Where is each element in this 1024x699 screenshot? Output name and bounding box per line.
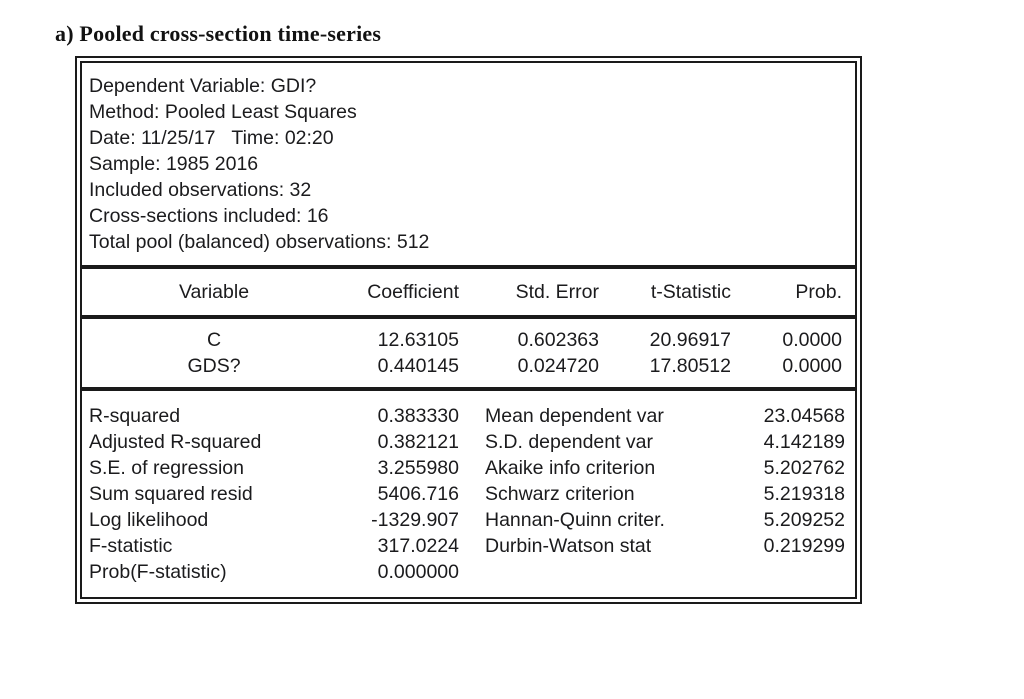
stat-label: Hannan-Quinn criter. <box>485 509 665 531</box>
date-time-line: Date: 11/25/17 Time: 02:20 <box>89 127 334 149</box>
column-header-prob: Prob. <box>795 281 842 303</box>
regression-output-frame: Dependent Variable: GDI? Method: Pooled … <box>75 56 862 604</box>
stat-label: Schwarz criterion <box>485 483 635 505</box>
coef-prob: 0.0000 <box>782 355 842 377</box>
total-pool-observations-line: Total pool (balanced) observations: 512 <box>89 231 430 253</box>
stat-value: 0.219299 <box>763 535 845 557</box>
stat-value: 4.142189 <box>763 431 845 453</box>
column-gap <box>459 533 485 559</box>
coef-coefficient: 12.63105 <box>377 329 459 351</box>
stat-value: 0.383330 <box>377 405 459 427</box>
stat-label: Log likelihood <box>89 509 209 531</box>
coef-t-statistic: 20.96917 <box>649 329 731 351</box>
stat-value: 5406.716 <box>377 483 459 505</box>
column-gap <box>459 455 485 481</box>
document-page: a) Pooled cross-section time-series Depe… <box>55 21 862 604</box>
table-row: R-squared 0.383330 Mean dependent var 23… <box>89 403 845 429</box>
stat-value: 5.202762 <box>763 457 845 479</box>
table-row: F-statistic 317.0224 Durbin-Watson stat … <box>89 533 845 559</box>
stat-label: R-squared <box>89 405 181 427</box>
table-row: GDS? 0.440145 0.024720 17.80512 0.0000 <box>89 353 845 379</box>
column-gap <box>459 403 485 429</box>
stat-label: Adjusted R-squared <box>89 431 262 453</box>
coef-t-statistic: 17.80512 <box>649 355 731 377</box>
table-row: Prob(F-statistic) 0.000000 <box>89 559 845 585</box>
column-gap <box>459 559 485 585</box>
section-divider <box>82 315 855 319</box>
column-header-section: Variable Coefficient Std. Error t-Statis… <box>82 269 855 315</box>
sample-line: Sample: 1985 2016 <box>89 153 259 175</box>
cross-sections-line: Cross-sections included: 16 <box>89 205 329 227</box>
summary-statistics-section: R-squared 0.383330 Mean dependent var 23… <box>82 391 855 597</box>
section-divider <box>82 265 855 269</box>
stat-value: 3.255980 <box>377 457 459 479</box>
table-row: C 12.63105 0.602363 20.96917 0.0000 <box>89 327 845 353</box>
stat-value: -1329.907 <box>371 509 459 531</box>
column-header-t-statistic: t-Statistic <box>650 281 731 303</box>
column-header-variable: Variable <box>178 281 250 303</box>
column-gap <box>459 507 485 533</box>
stat-label: Akaike info criterion <box>485 457 656 479</box>
stat-value: 23.04568 <box>763 405 845 427</box>
column-header-coefficient: Coefficient <box>367 281 459 303</box>
stat-label: Sum squared resid <box>89 483 253 505</box>
column-gap <box>459 429 485 455</box>
method-line: Method: Pooled Least Squares <box>89 101 357 123</box>
coef-variable: GDS? <box>187 355 241 377</box>
stat-value: 0.382121 <box>377 431 459 453</box>
stat-label: S.D. dependent var <box>485 431 654 453</box>
stat-value: 5.209252 <box>763 509 845 531</box>
page-title: a) Pooled cross-section time-series <box>55 21 382 46</box>
included-observations-line: Included observations: 32 <box>89 179 312 201</box>
stat-value: 5.219318 <box>763 483 845 505</box>
stat-value <box>710 559 845 585</box>
stat-label: F-statistic <box>89 535 173 557</box>
stat-label: S.E. of regression <box>89 457 244 479</box>
column-header-std-error: Std. Error <box>515 281 599 303</box>
coefficient-section: C 12.63105 0.602363 20.96917 0.0000 GDS?… <box>82 319 855 387</box>
coef-variable: C <box>206 329 222 351</box>
column-gap <box>459 481 485 507</box>
stat-label: Mean dependent var <box>485 405 664 427</box>
coef-std-error: 0.024720 <box>517 355 599 377</box>
table-row: Sum squared resid 5406.716 Schwarz crite… <box>89 481 845 507</box>
coef-prob: 0.0000 <box>782 329 842 351</box>
column-header-row: Variable Coefficient Std. Error t-Statis… <box>89 279 845 305</box>
dependent-variable-line: Dependent Variable: GDI? <box>89 75 317 97</box>
regression-output-table: Dependent Variable: GDI? Method: Pooled … <box>80 61 857 599</box>
stat-label <box>485 559 710 585</box>
table-row: Adjusted R-squared 0.382121 S.D. depende… <box>89 429 845 455</box>
section-divider <box>82 387 855 391</box>
table-row: S.E. of regression 3.255980 Akaike info … <box>89 455 845 481</box>
table-row: Log likelihood -1329.907 Hannan-Quinn cr… <box>89 507 845 533</box>
stat-label: Prob(F-statistic) <box>89 561 227 583</box>
stat-value: 317.0224 <box>377 535 459 557</box>
stat-label: Durbin-Watson stat <box>485 535 652 557</box>
coef-std-error: 0.602363 <box>517 329 599 351</box>
coef-coefficient: 0.440145 <box>377 355 459 377</box>
stat-value: 0.000000 <box>377 561 459 583</box>
estimation-header-block: Dependent Variable: GDI? Method: Pooled … <box>82 63 855 265</box>
